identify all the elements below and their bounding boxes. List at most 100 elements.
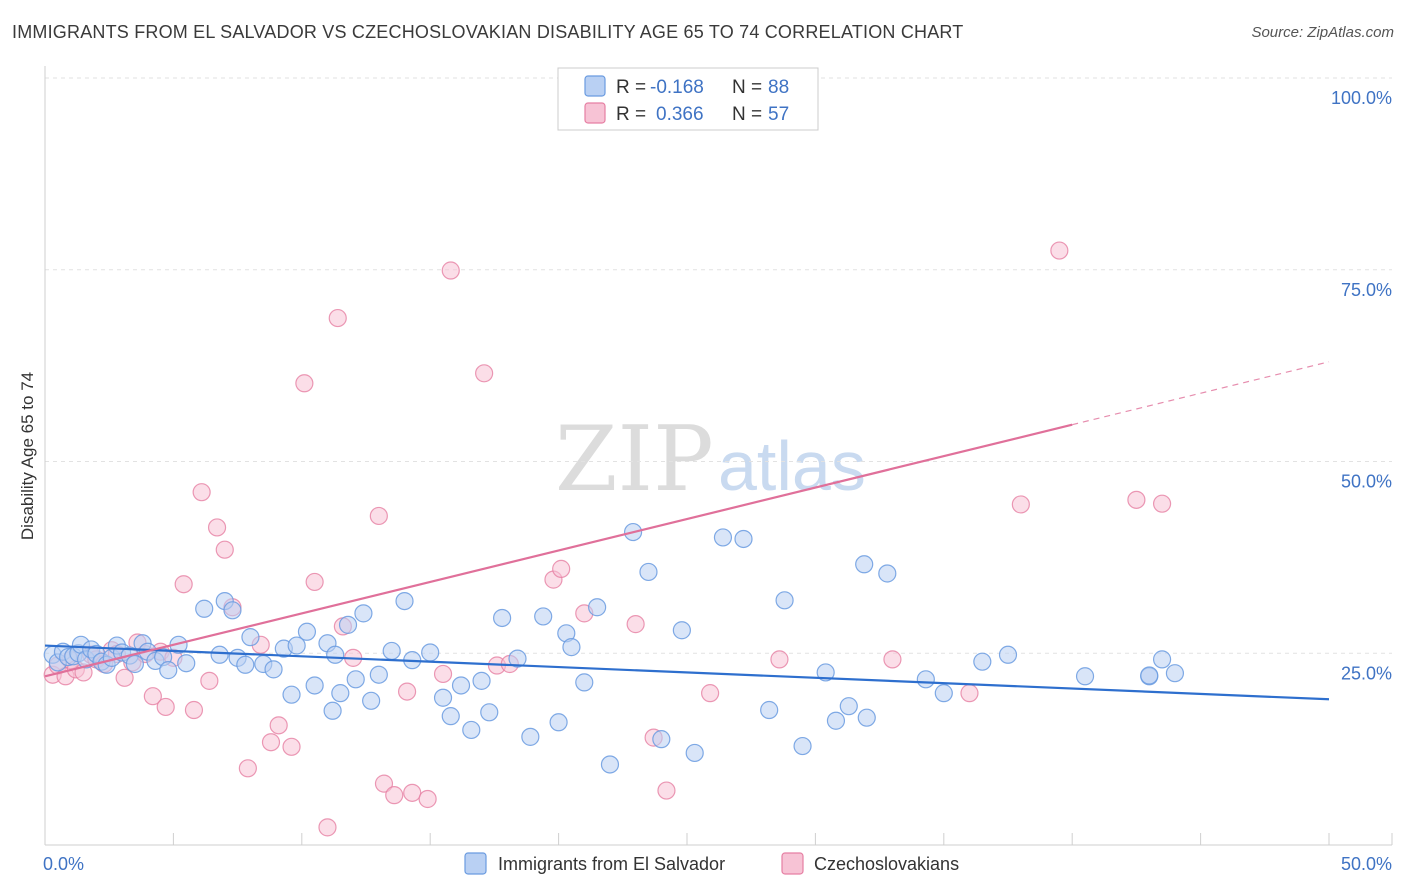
el-salvador-point xyxy=(857,708,876,727)
el-salvador-point xyxy=(236,655,255,674)
czechoslovakians-point xyxy=(1050,241,1069,260)
watermark-zip: ZIP xyxy=(555,407,714,512)
el-salvador-point xyxy=(287,636,306,655)
el-salvador-point xyxy=(508,649,527,668)
el-salvador-point xyxy=(433,688,453,707)
el-salvador-point xyxy=(177,654,196,673)
el-salvador-points xyxy=(43,522,1185,774)
el-salvador-point xyxy=(793,736,812,756)
el-salvador-point xyxy=(369,665,388,684)
czechoslovakians-point xyxy=(184,700,204,720)
el-salvador-point xyxy=(878,564,897,583)
el-salvador-point xyxy=(534,607,553,626)
legend-blue-swatch xyxy=(584,75,606,97)
el-salvador-point xyxy=(297,622,317,641)
el-salvador-point xyxy=(331,684,350,703)
el-salvador-point xyxy=(472,671,491,690)
y-tick-label: 50.0% xyxy=(1341,472,1392,492)
y-tick-label: 25.0% xyxy=(1341,663,1392,683)
x-tick-label: 50.0% xyxy=(1341,854,1392,874)
x-tick-labels: 0.0% 50.0% xyxy=(43,854,1392,874)
czechoslovakians-point xyxy=(305,572,324,592)
watermark: ZIP atlas xyxy=(555,407,866,512)
el-salvador-point xyxy=(1165,664,1185,683)
czechoslovakians-point xyxy=(960,684,979,703)
watermark-atlas: atlas xyxy=(718,427,866,505)
y-axis-label: Disability Age 65 to 74 xyxy=(18,372,37,540)
el-salvador-point xyxy=(493,608,512,628)
y-tick-label: 75.0% xyxy=(1341,280,1392,300)
el-salvador-point xyxy=(652,730,671,749)
el-salvador-point xyxy=(395,591,414,611)
bottom-legend-pink-label: Czechoslovakians xyxy=(814,854,959,874)
czechoslovakians-point xyxy=(397,682,417,701)
el-salvador-point xyxy=(323,701,342,720)
el-salvador-point xyxy=(462,720,481,740)
el-salvador-point xyxy=(562,638,581,657)
czechoslovakians-point xyxy=(200,671,219,690)
czechoslovakians-point xyxy=(192,483,211,502)
czechoslovakians-point xyxy=(295,374,314,393)
czechoslovakians-point xyxy=(207,518,227,537)
el-salvador-point xyxy=(575,673,594,692)
el-salvador-point xyxy=(934,684,953,703)
legend-pink-n-label: N = xyxy=(732,104,762,125)
correlation-legend: R = -0.168 N = 88 R = 0.366 N = 57 xyxy=(557,67,819,131)
legend-pink-r-value: 0.366 xyxy=(656,104,704,125)
czechoslovakians-point xyxy=(261,733,281,752)
el-salvador-point xyxy=(816,663,835,682)
el-salvador-point xyxy=(521,727,540,746)
czechoslovakians-point xyxy=(156,697,175,717)
bottom-legend-pink-swatch xyxy=(781,852,804,875)
czechoslovakians-trend-line xyxy=(44,423,1073,678)
el-salvador-point xyxy=(600,755,620,774)
el-salvador-point xyxy=(451,676,471,695)
el-salvador-trend-line xyxy=(44,644,1330,701)
czechoslovakians-point xyxy=(418,789,437,809)
el-salvador-point xyxy=(338,615,358,634)
source-credit: Source: ZipAtlas.com xyxy=(1251,24,1394,41)
el-salvador-point xyxy=(241,628,260,647)
legend-blue-n-label: N = xyxy=(732,77,762,98)
legend-blue-n-value: 88 xyxy=(768,77,789,98)
czechoslovakians-point xyxy=(269,716,288,735)
czechoslovakians-point xyxy=(282,737,301,756)
el-salvador-point xyxy=(125,654,144,674)
el-salvador-point xyxy=(588,598,607,617)
czechoslovakians-point xyxy=(1011,495,1030,514)
czechoslovakians-point xyxy=(385,786,404,805)
el-salvador-point xyxy=(382,641,401,661)
el-salvador-point xyxy=(421,643,440,662)
czechoslovakians-point xyxy=(1127,490,1146,509)
el-salvador-point xyxy=(210,645,229,664)
czechoslovakians-point xyxy=(1152,494,1172,513)
czechoslovakians-point xyxy=(403,783,422,802)
el-salvador-point xyxy=(775,591,794,610)
el-salvador-point xyxy=(1075,667,1095,686)
el-salvador-point xyxy=(264,660,283,679)
czechoslovakians-point xyxy=(441,261,460,280)
czechoslovakians-point xyxy=(657,781,676,800)
el-salvador-point xyxy=(760,700,779,720)
bottom-legend-blue-swatch xyxy=(464,852,487,875)
el-salvador-point xyxy=(685,743,704,763)
el-salvador-point xyxy=(480,703,499,722)
el-salvador-point xyxy=(354,604,373,623)
trend-lines xyxy=(44,361,1330,701)
el-salvador-point xyxy=(282,685,301,704)
el-salvador-point xyxy=(713,528,733,547)
legend-blue-r-label: R = xyxy=(616,77,646,98)
el-salvador-point xyxy=(362,691,381,710)
czechoslovakians-point xyxy=(626,615,645,634)
el-salvador-point xyxy=(346,670,365,689)
czechoslovakians-point xyxy=(369,506,388,526)
chart-title: IMMIGRANTS FROM EL SALVADOR VS CZECHOSLO… xyxy=(12,22,964,42)
czechoslovakians-point xyxy=(215,540,234,559)
el-salvador-point xyxy=(826,711,846,730)
el-salvador-point xyxy=(734,529,753,549)
czechoslovakians-point xyxy=(374,774,394,793)
el-salvador-point xyxy=(223,601,242,620)
legend-pink-swatch xyxy=(584,102,606,124)
czechoslovakians-point xyxy=(770,650,789,669)
